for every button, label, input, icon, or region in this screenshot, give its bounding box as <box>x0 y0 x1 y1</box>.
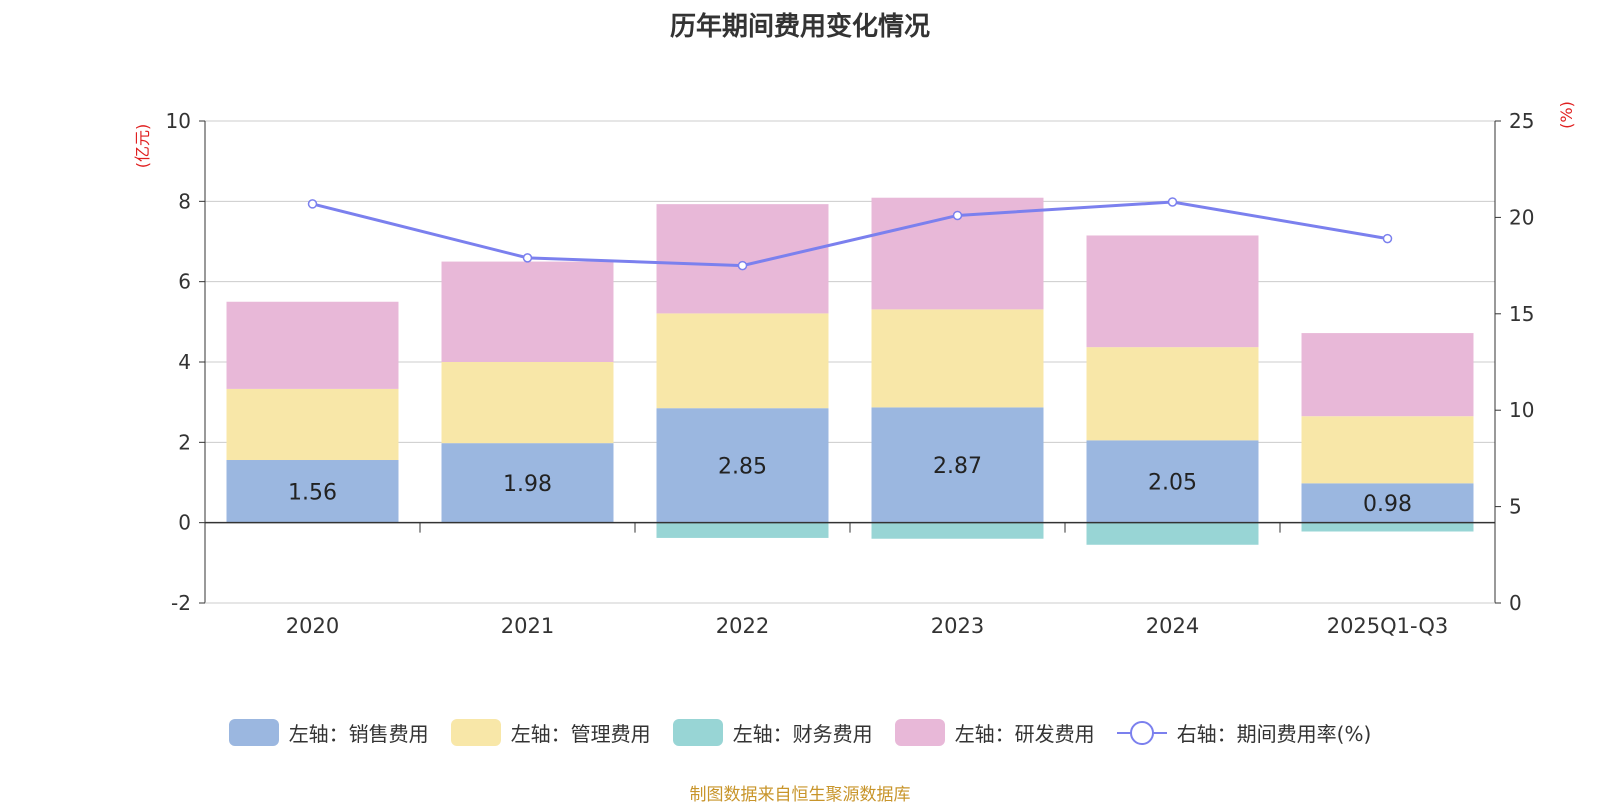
right-axis-tick-label: 25 <box>1509 109 1534 133</box>
category-label: 2024 <box>1146 614 1199 638</box>
bar-0-1 <box>441 443 614 523</box>
left-axis-tick-label: 0 <box>178 511 191 535</box>
legend-swatch-expense-rate <box>1116 719 1167 746</box>
expense-rate-point <box>307 199 318 209</box>
expense-rate-point <box>522 253 533 263</box>
bar-3-5 <box>1301 333 1474 417</box>
bar-0-4 <box>1086 440 1259 523</box>
bar-3-1 <box>441 261 614 362</box>
expense-rate-point <box>1382 233 1393 244</box>
bar-1-0 <box>226 388 399 461</box>
legend-label-expense-rate: 右轴：期间费用率(%) <box>1176 722 1372 746</box>
expense-rate-point <box>737 260 748 271</box>
legend-swatch-finance <box>672 719 723 746</box>
bar-3-2 <box>656 204 829 314</box>
legend: 左轴：销售费用 左轴：管理费用 左轴：财务费用 左轴：研发费用 右轴：期间费用率… <box>0 718 1600 747</box>
bar-data-label: 0.98 <box>1363 492 1412 517</box>
right-axis-tick-label: 10 <box>1509 398 1534 422</box>
right-axis-tick-label: 15 <box>1509 302 1534 326</box>
bar-data-label: 2.05 <box>1148 470 1197 495</box>
left-axis-tick-label: 6 <box>178 270 191 294</box>
legend-label-rnd: 左轴：研发费用 <box>954 722 1095 746</box>
bar-data-label: 2.87 <box>933 454 982 479</box>
legend-label-admin: 左轴：管理费用 <box>510 722 651 746</box>
chart-title: 历年期间费用变化情况 <box>669 12 930 42</box>
left-axis-tick-label: 8 <box>178 189 191 213</box>
legend-swatch-rnd <box>894 719 945 746</box>
left-axis-tick-label: 4 <box>178 350 191 374</box>
category-label: 2021 <box>501 614 554 638</box>
expense-rate-line <box>312 200 1388 268</box>
legend-label-sales: 左轴：销售费用 <box>288 722 429 746</box>
category-label: 2023 <box>931 614 984 638</box>
bar-2-5 <box>1301 522 1474 532</box>
category-label: 2022 <box>716 614 769 638</box>
bar-2-2 <box>656 522 829 538</box>
bar-1-3 <box>871 309 1044 408</box>
legend-item-admin[interactable]: 左轴：管理费用 <box>450 718 651 747</box>
legend-swatch-sales <box>228 719 279 746</box>
left-axis-tick-label: -2 <box>171 591 191 615</box>
bar-1-1 <box>441 362 614 444</box>
bar-data-label: 1.56 <box>288 480 337 505</box>
bar-1-2 <box>656 313 829 409</box>
data-source-note: 制图数据来自恒生聚源数据库 <box>689 785 911 805</box>
expense-rate-point <box>1167 197 1178 207</box>
left-axis-tick-label: 2 <box>178 430 191 454</box>
bar-data-label: 2.85 <box>718 454 767 479</box>
legend-item-sales[interactable]: 左轴：销售费用 <box>228 718 429 747</box>
bar-0-5 <box>1301 483 1474 523</box>
legend-item-rnd[interactable]: 左轴：研发费用 <box>894 718 1095 747</box>
bar-data-label: 1.98 <box>503 472 552 497</box>
category-label: 2025Q1-Q3 <box>1327 614 1449 638</box>
left-axis-unit-label: (亿元) <box>133 124 152 169</box>
bar-1-4 <box>1086 347 1259 441</box>
bar-3-4 <box>1086 235 1259 348</box>
right-axis-tick-label: 20 <box>1509 205 1534 229</box>
legend-item-expense-rate[interactable]: 右轴：期间费用率(%) <box>1116 718 1372 747</box>
right-axis-tick-label: 5 <box>1509 495 1522 519</box>
right-axis-unit-label: (%) <box>1557 101 1576 129</box>
bar-2-4 <box>1086 522 1259 545</box>
bar-0-0 <box>226 460 399 523</box>
bar-3-0 <box>226 301 399 389</box>
bar-2-3 <box>871 522 1044 539</box>
category-label: 2020 <box>286 614 339 638</box>
bar-0-3 <box>871 407 1044 523</box>
legend-swatch-admin <box>450 719 501 746</box>
legend-label-finance: 左轴：财务费用 <box>732 722 873 746</box>
bar-1-5 <box>1301 416 1474 484</box>
legend-item-finance[interactable]: 左轴：财务费用 <box>672 718 873 747</box>
bar-0-2 <box>656 408 829 523</box>
expense-rate-point <box>952 210 963 221</box>
right-axis-tick-label: 0 <box>1509 591 1522 615</box>
left-axis-tick-label: 10 <box>166 109 191 133</box>
